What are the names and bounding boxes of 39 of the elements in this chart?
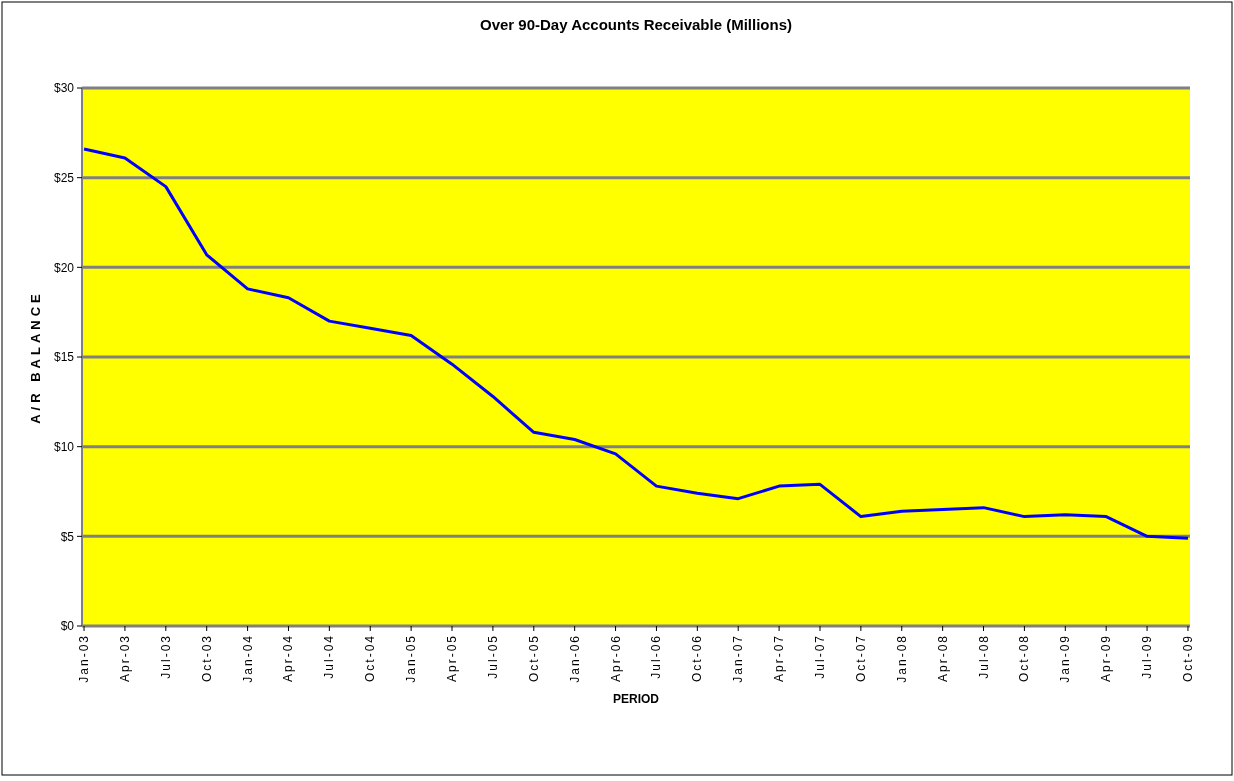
y-tick-label: $0 xyxy=(60,619,75,634)
x-tick-label: Jul-03 xyxy=(158,634,173,679)
y-tick-label: $30 xyxy=(53,81,75,96)
y-tick-label: $5 xyxy=(60,529,75,544)
x-tick-label: Jul-04 xyxy=(322,634,337,679)
x-tick-label: Apr-07 xyxy=(772,634,787,683)
y-tick-label: $25 xyxy=(53,170,75,185)
x-tick-label: Jan-05 xyxy=(404,634,419,683)
y-tick-label: $10 xyxy=(53,439,75,454)
x-tick-label: Jul-07 xyxy=(812,634,827,679)
x-tick-label: Apr-09 xyxy=(1099,634,1114,683)
x-tick-label: Apr-04 xyxy=(281,634,296,683)
x-tick-label: Oct-06 xyxy=(690,634,705,683)
chart-title: Over 90-Day Accounts Receivable (Millions) xyxy=(479,16,793,33)
x-tick-label: Jul-06 xyxy=(649,634,664,679)
x-tick-label: Jul-08 xyxy=(976,634,991,679)
x-tick-label: Oct-08 xyxy=(1017,634,1032,683)
x-tick-label: Jan-03 xyxy=(77,634,92,683)
x-tick-label: Jul-05 xyxy=(485,634,500,679)
x-tick-label: Oct-07 xyxy=(853,634,868,683)
x-tick-label: Jan-08 xyxy=(894,634,909,683)
x-tick-label: Jul-09 xyxy=(1140,634,1155,679)
y-tick-label: $15 xyxy=(53,350,75,365)
line-series xyxy=(82,147,1190,540)
x-tick-label: Apr-08 xyxy=(935,634,950,683)
y-tick-label: $20 xyxy=(53,260,75,275)
x-tick-label: Apr-03 xyxy=(117,634,132,683)
x-tick-label: Apr-05 xyxy=(445,634,460,683)
x-tick-label: Jan-07 xyxy=(731,634,746,683)
x-tick-label: Jan-06 xyxy=(567,634,582,683)
y-axis-title: A/R BALANCE xyxy=(28,290,43,424)
x-tick-label: Jan-04 xyxy=(240,634,255,683)
x-tick-label: Apr-06 xyxy=(608,634,623,683)
x-axis-title: PERIOD xyxy=(612,692,660,706)
x-tick-label: Oct-03 xyxy=(199,634,214,683)
x-tick-label: Jan-09 xyxy=(1058,634,1073,683)
x-tick-label: Oct-04 xyxy=(363,634,378,683)
x-tick-label: Oct-05 xyxy=(526,634,541,683)
x-tick-label: Oct-09 xyxy=(1180,634,1195,683)
